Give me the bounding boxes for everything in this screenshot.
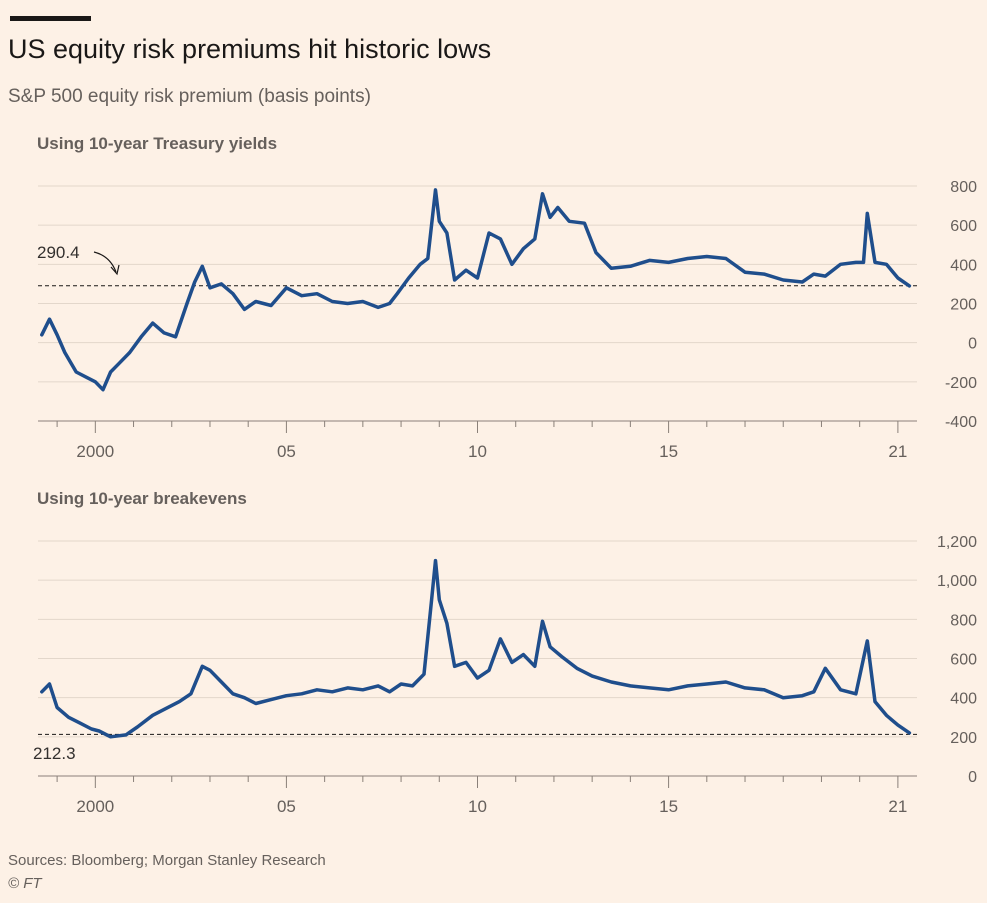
x-tick-label: 05 bbox=[277, 797, 296, 816]
y-tick-label: 600 bbox=[950, 652, 977, 669]
copyright-note: © FT bbox=[8, 875, 42, 892]
y-tick-label: 0 bbox=[968, 336, 977, 353]
panel-title-treasury: Using 10-year Treasury yields bbox=[37, 134, 278, 153]
chart-subtitle: S&P 500 equity risk premium (basis point… bbox=[8, 86, 371, 107]
panel-title-breakevens: Using 10-year breakevens bbox=[37, 489, 247, 508]
y-tick-label: -200 bbox=[945, 375, 977, 392]
y-tick-label: -400 bbox=[945, 414, 977, 431]
y-tick-label: 800 bbox=[950, 179, 977, 196]
x-tick-label: 2000 bbox=[76, 797, 114, 816]
y-tick-label: 0 bbox=[968, 769, 977, 786]
x-tick-label: 21 bbox=[888, 797, 907, 816]
y-tick-label: 200 bbox=[950, 297, 977, 314]
y-tick-label: 600 bbox=[950, 218, 977, 235]
x-tick-label: 15 bbox=[659, 797, 678, 816]
series-line bbox=[40, 188, 912, 392]
x-tick-label: 10 bbox=[468, 797, 487, 816]
x-tick-label: 2000 bbox=[76, 442, 114, 461]
y-tick-label: 800 bbox=[950, 612, 977, 629]
y-tick-label: 1,000 bbox=[937, 573, 977, 590]
x-tick-label: 10 bbox=[468, 442, 487, 461]
annotation-arrow-head bbox=[110, 264, 120, 276]
x-tick-label: 05 bbox=[277, 442, 296, 461]
reference-value-label: 290.4 bbox=[37, 243, 80, 262]
x-tick-label: 21 bbox=[888, 442, 907, 461]
series-line bbox=[40, 558, 912, 739]
y-tick-label: 400 bbox=[950, 257, 977, 274]
x-tick-label: 15 bbox=[659, 442, 678, 461]
y-tick-label: 200 bbox=[950, 730, 977, 747]
y-tick-label: 1,200 bbox=[937, 534, 977, 551]
reference-value-label: 212.3 bbox=[33, 744, 76, 763]
chart-title: US equity risk premiums hit historic low… bbox=[8, 34, 492, 64]
source-note: Sources: Bloomberg; Morgan Stanley Resea… bbox=[8, 852, 326, 869]
y-tick-label: 400 bbox=[950, 691, 977, 708]
annotation-arrow bbox=[93, 251, 117, 273]
ft-top-bar bbox=[10, 16, 91, 21]
